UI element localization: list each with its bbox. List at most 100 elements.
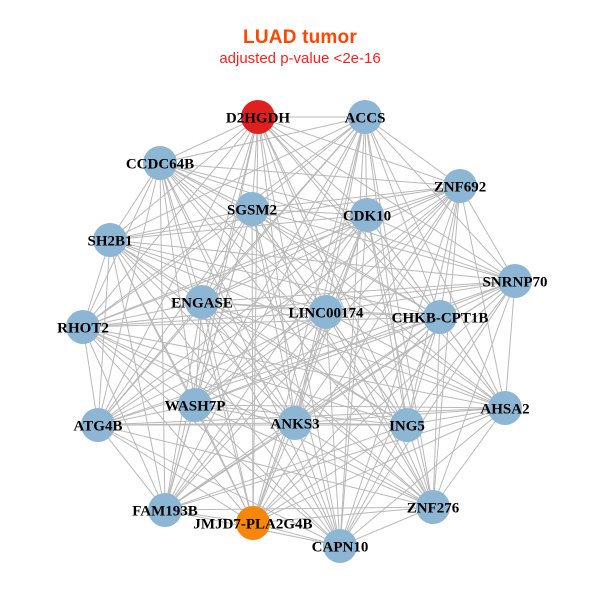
edge-engase-atg4b [97, 301, 203, 426]
node-label-chkb-cpt1b: CHKB-CPT1B [392, 310, 489, 326]
edge-znf692-atg4b [97, 185, 461, 426]
edge-d2hgdh-anks3 [257, 116, 296, 424]
edge-engase-znf276 [201, 301, 434, 508]
edge-snrnp70-jmjd7-pla2g4b [252, 280, 516, 524]
node-label-jmjd7-pla2g4b: JMJD7-PLA2G4B [193, 516, 312, 532]
edge-d2hgdh-wash7p [194, 116, 259, 406]
edge-cdk10-ing5 [366, 214, 408, 426]
edge-sgsm2-chkb-cpt1b [251, 208, 441, 318]
node-label-d2hgdh: D2HGDH [226, 110, 291, 126]
edge-snrnp70-ing5 [406, 280, 516, 426]
node-label-ahsa2: AHSA2 [480, 401, 529, 417]
edge-accs-znf276 [364, 116, 434, 508]
edge-znf692-znf276 [432, 185, 461, 508]
edge-d2hgdh-jmjd7-pla2g4b [252, 116, 259, 524]
edge-chkb-cpt1b-atg4b [97, 316, 441, 426]
edge-ccdc64b-ahsa2 [159, 162, 506, 409]
edge-sgsm2-sh2b1 [109, 208, 253, 241]
edge-znf692-snrnp70 [459, 185, 516, 282]
edge-znf692-engase [201, 185, 461, 303]
edge-atg4b-jmjd7-pla2g4b [97, 424, 254, 524]
edge-accs-sgsm2 [251, 116, 366, 210]
edge-ccdc64b-engase [159, 162, 203, 303]
node-ccdc64b [143, 146, 177, 180]
edge-d2hgdh-sh2b1 [109, 116, 259, 241]
edge-sgsm2-cdk10 [251, 208, 368, 216]
edge-sh2b1-engase [109, 239, 203, 303]
edge-rhot2-ahsa2 [82, 326, 506, 409]
edge-engase-rhot2 [82, 301, 203, 328]
node-label-anks3: ANKS3 [270, 416, 319, 432]
edge-atg4b-capn10 [97, 424, 341, 547]
edge-rhot2-fam193b [82, 326, 166, 511]
node-engase [185, 285, 219, 319]
node-capn10 [323, 529, 357, 563]
edge-d2hgdh-ccdc64b [159, 116, 259, 164]
edge-ccdc64b-capn10 [159, 162, 341, 547]
node-label-cdk10: CDK10 [343, 208, 391, 224]
edge-znf692-anks3 [294, 185, 461, 424]
node-chkb-cpt1b [423, 300, 457, 334]
edge-accs-capn10 [339, 116, 366, 547]
node-sh2b1 [93, 223, 127, 257]
node-ahsa2 [488, 391, 522, 425]
edge-ahsa2-znf276 [432, 407, 506, 508]
node-label-sgsm2: SGSM2 [227, 202, 277, 218]
node-anks3 [278, 406, 312, 440]
edge-cdk10-sh2b1 [109, 214, 368, 241]
node-label-znf692: ZNF692 [434, 179, 487, 195]
edge-ccdc64b-cdk10 [159, 162, 368, 216]
edge-ahsa2-fam193b [164, 407, 506, 511]
node-jmjd7-pla2g4b [236, 506, 270, 540]
edge-d2hgdh-znf692 [257, 116, 461, 187]
edge-ccdc64b-atg4b [97, 162, 161, 426]
edge-anks3-znf276 [294, 422, 434, 508]
edge-accs-fam193b [164, 116, 366, 511]
node-label-capn10: CAPN10 [312, 539, 369, 555]
node-cdk10 [350, 198, 384, 232]
edge-accs-linc00174 [325, 116, 366, 313]
edge-linc00174-wash7p [194, 311, 327, 406]
edge-d2hgdh-rhot2 [82, 116, 259, 328]
edge-chkb-cpt1b-znf276 [432, 316, 441, 508]
node-label-fam193b: FAM193B [132, 503, 198, 519]
edge-sgsm2-jmjd7-pla2g4b [251, 208, 254, 524]
edge-ing5-fam193b [164, 424, 408, 511]
node-snrnp70 [498, 264, 532, 298]
edge-rhot2-wash7p [82, 326, 196, 406]
node-label-ccdc64b: CCDC64B [126, 156, 194, 172]
edge-ccdc64b-fam193b [159, 162, 166, 511]
edge-d2hgdh-linc00174 [257, 116, 327, 313]
edge-linc00174-znf276 [325, 311, 434, 508]
node-znf692 [443, 169, 477, 203]
edge-accs-sh2b1 [109, 116, 366, 241]
edge-sh2b1-ahsa2 [109, 239, 506, 409]
node-accs [348, 100, 382, 134]
node-label-wash7p: WASH7P [165, 398, 226, 414]
node-fam193b [148, 493, 182, 527]
edge-sgsm2-ahsa2 [251, 208, 506, 409]
edge-cdk10-wash7p [194, 214, 368, 406]
labels-layer: D2HGDH ACCS CCDC64B ZNF692 SGSM2 CDK10 SH2B1 SN… [57, 110, 547, 555]
edge-znf692-fam193b [164, 185, 461, 511]
edge-ing5-jmjd7-pla2g4b [252, 424, 408, 524]
edge-sh2b1-ing5 [109, 239, 408, 426]
edge-wash7p-znf276 [194, 404, 434, 508]
nodes-layer [66, 100, 532, 563]
node-atg4b [81, 408, 115, 442]
node-label-linc00174: LINC00174 [288, 305, 364, 321]
edge-rhot2-capn10 [82, 326, 341, 547]
edge-snrnp70-rhot2 [82, 280, 516, 328]
edge-sh2b1-fam193b [109, 239, 166, 511]
edge-sh2b1-snrnp70 [109, 239, 516, 282]
edge-anks3-fam193b [164, 422, 296, 511]
edge-engase-ahsa2 [201, 301, 506, 409]
node-wash7p [178, 388, 212, 422]
edge-engase-wash7p [194, 301, 203, 406]
node-label-accs: ACCS [345, 110, 386, 126]
node-label-ing5: ING5 [389, 418, 425, 434]
edge-d2hgdh-snrnp70 [257, 116, 516, 282]
edge-wash7p-ahsa2 [194, 404, 506, 409]
